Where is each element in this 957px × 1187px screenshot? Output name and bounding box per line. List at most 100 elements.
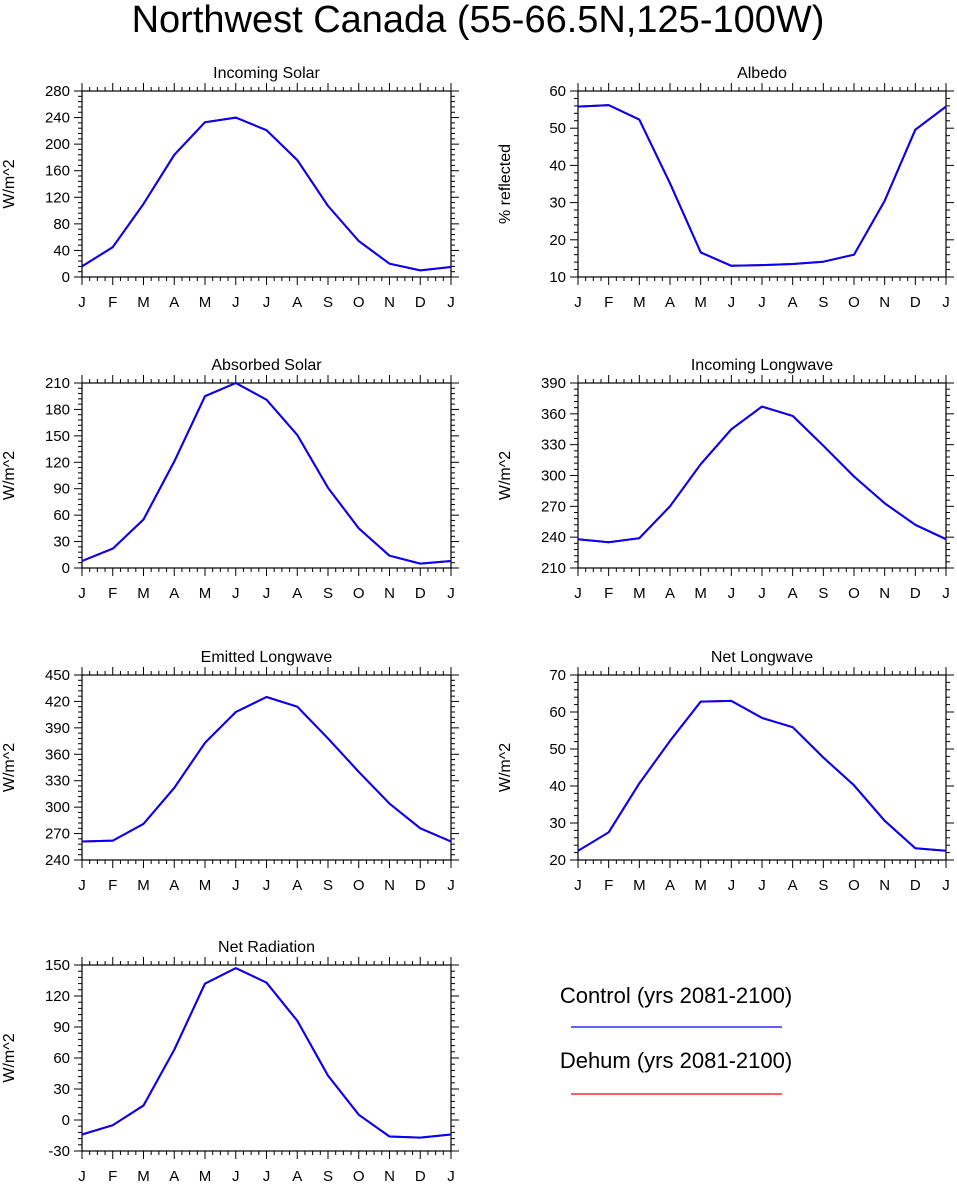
x-tick-label: J (232, 877, 240, 894)
x-tick-label: J (574, 585, 582, 602)
x-tick-label: O (848, 877, 860, 894)
y-tick-label: 70 (549, 667, 566, 684)
series-line-control (81, 382, 452, 565)
x-tick-label: O (848, 294, 860, 311)
chart-panel-4: Emitted Longwave J F M A M J J A S O N D J 240 270 300 33… (1, 649, 459, 894)
x-tick-label: J (78, 1168, 86, 1185)
chart-title: Net Longwave (711, 649, 813, 666)
chart-panel-1: Albedo J F M A M J J A S O N D J 10 20 30 40 50 60 % reflect… (497, 65, 954, 311)
y-tick-label: 280 (45, 83, 70, 100)
x-tick-label: N (879, 294, 890, 311)
y-tick-label: 360 (541, 406, 566, 423)
y-axis-label: W/m^2 (1, 159, 18, 208)
y-tick-label: 360 (45, 746, 70, 763)
x-tick-label: J (728, 585, 736, 602)
y-tick-label: 20 (549, 232, 566, 249)
x-tick-label: J (78, 585, 86, 602)
y-tick-label: 60 (549, 83, 566, 100)
x-tick-label: J (728, 877, 736, 894)
x-tick-label: A (788, 585, 798, 602)
plot-frame (81, 964, 452, 1152)
y-tick-label: 270 (45, 826, 70, 843)
y-tick-label: 0 (62, 1112, 70, 1129)
y-tick-label: 0 (62, 269, 70, 286)
x-tick-label: J (758, 294, 766, 311)
x-tick-label: S (818, 877, 828, 894)
series-line-dehum (81, 696, 452, 843)
x-tick-label: M (694, 294, 707, 311)
x-tick-label: F (108, 1168, 117, 1185)
series-line-control (577, 699, 947, 852)
x-tick-label: A (292, 294, 302, 311)
plot-frame (81, 674, 452, 861)
x-tick-label: N (384, 877, 395, 894)
x-tick-label: A (665, 294, 675, 311)
x-tick-label: A (292, 1168, 302, 1185)
y-tick-label: 180 (45, 401, 70, 418)
x-tick-label: M (694, 877, 707, 894)
y-tick-label: 50 (549, 120, 566, 137)
y-tick-label: -30 (48, 1143, 70, 1160)
x-tick-label: M (633, 294, 646, 311)
y-tick-label: 80 (53, 216, 70, 233)
x-tick-label: D (910, 294, 921, 311)
x-tick-label: N (879, 585, 890, 602)
series-line-control (577, 104, 947, 267)
x-tick-label: J (942, 585, 950, 602)
y-axis-label: W/m^2 (497, 451, 514, 500)
plot-frame (81, 90, 452, 278)
x-tick-label: J (232, 585, 240, 602)
chart-title: Incoming Solar (213, 65, 320, 82)
x-tick-label: M (199, 585, 212, 602)
y-axis-label: W/m^2 (497, 743, 514, 792)
plot-frame (577, 674, 947, 861)
plot-frame (577, 90, 947, 278)
y-tick-label: 330 (45, 773, 70, 790)
y-tick-label: 10 (549, 269, 566, 286)
x-tick-label: F (108, 877, 117, 894)
chart-panel-5: Net Longwave J F M A M J J A S O N D J 20 30 40 50 60 70 W/m… (497, 649, 954, 894)
x-tick-label: J (574, 294, 582, 311)
x-tick-label: J (232, 294, 240, 311)
series-line-dehum (577, 405, 947, 544)
x-tick-label: J (447, 877, 455, 894)
chart-title: Absorbed Solar (211, 357, 322, 374)
x-tick-label: J (263, 585, 271, 602)
x-tick-label: A (292, 585, 302, 602)
chart-panel-3: Incoming Longwave J F M A M J J A S O N D J 210 240 270 3… (497, 357, 954, 602)
x-tick-label: J (263, 1168, 271, 1185)
y-tick-label: 390 (45, 720, 70, 737)
chart-title: Albedo (737, 65, 787, 82)
y-tick-label: 40 (549, 778, 566, 795)
x-tick-label: O (353, 294, 365, 311)
x-tick-label: J (447, 585, 455, 602)
y-tick-label: 40 (53, 242, 70, 259)
x-tick-label: D (910, 585, 921, 602)
y-tick-label: 90 (53, 481, 70, 498)
y-tick-label: 150 (45, 957, 70, 974)
x-tick-label: J (78, 877, 86, 894)
series-line-control (81, 696, 452, 843)
x-tick-label: M (137, 585, 150, 602)
y-tick-label: 200 (45, 136, 70, 153)
x-tick-label: J (942, 877, 950, 894)
y-axis-label: % reflected (497, 144, 514, 224)
y-tick-label: 270 (541, 498, 566, 515)
x-tick-label: J (758, 877, 766, 894)
x-tick-label: S (818, 585, 828, 602)
chart-title: Emitted Longwave (201, 649, 333, 666)
x-tick-label: F (604, 877, 613, 894)
y-tick-label: 30 (549, 195, 566, 212)
x-tick-label: M (137, 294, 150, 311)
x-tick-label: M (137, 877, 150, 894)
x-tick-label: J (728, 294, 736, 311)
y-tick-label: 390 (541, 375, 566, 392)
x-tick-label: J (758, 585, 766, 602)
y-tick-label: 120 (45, 454, 70, 471)
y-tick-label: 300 (45, 799, 70, 816)
y-tick-label: 240 (45, 852, 70, 869)
x-tick-label: M (199, 877, 212, 894)
y-tick-label: 120 (45, 189, 70, 206)
